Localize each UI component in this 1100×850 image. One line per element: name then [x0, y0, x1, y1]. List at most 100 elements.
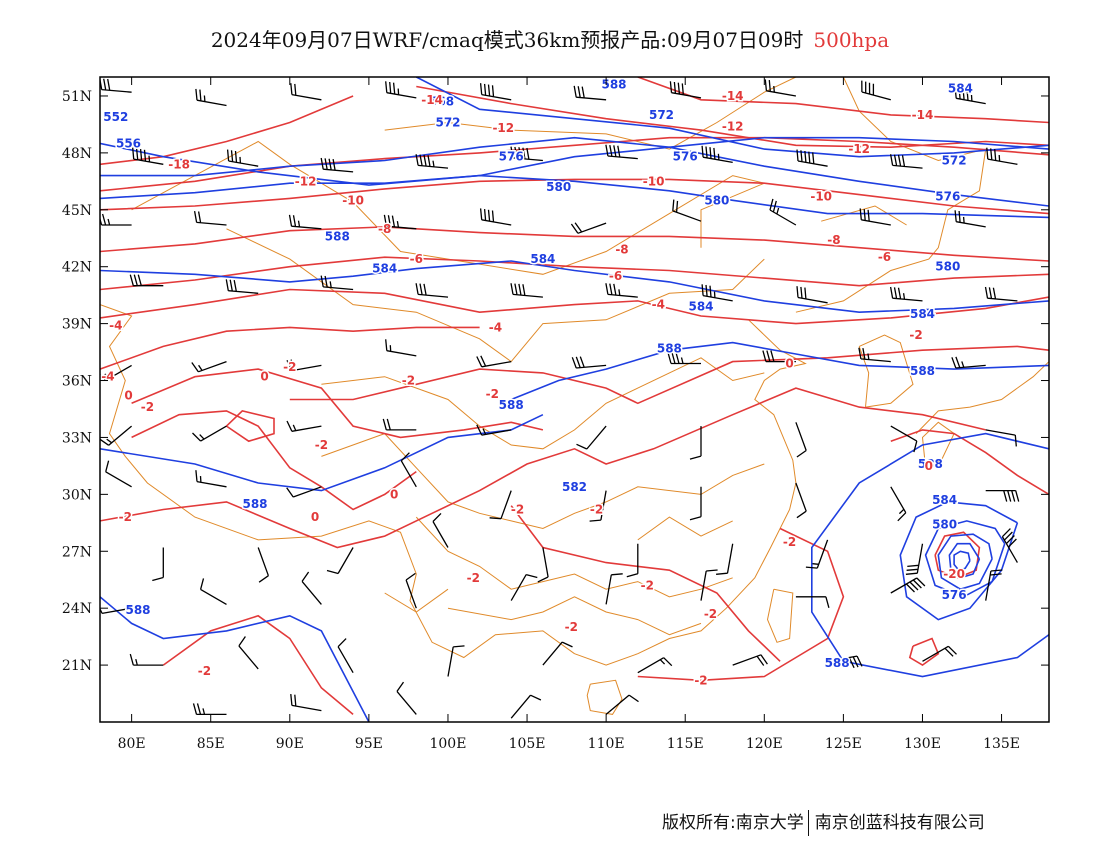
wind-barb — [510, 694, 542, 719]
height-contour-label: 580 — [546, 180, 571, 194]
temperature-contour-label: -4 — [652, 298, 665, 312]
wind-barb — [890, 577, 926, 594]
height-contour-label: 556 — [116, 136, 141, 150]
wind-barb — [537, 547, 549, 583]
height-contour-label: 572 — [435, 116, 460, 130]
height-contour — [924, 520, 1006, 598]
height-contour-label: 582 — [562, 480, 587, 494]
wind-barb — [415, 154, 449, 169]
wind-barb — [542, 641, 573, 666]
wind-barb — [700, 569, 718, 601]
temperature-contour — [225, 410, 275, 443]
height-contour-label: 584 — [948, 81, 973, 95]
wind-barb — [985, 569, 1003, 601]
wind-barb — [732, 654, 768, 666]
height-contour-label: 588 — [825, 656, 850, 670]
title-main: 2024年09月07日WRF/cmaq模式36km预报产品:09月07日09时 — [210, 28, 804, 52]
temperature-contour-label: -2 — [141, 400, 154, 414]
wind-barb — [405, 572, 417, 609]
temperature-contour-label: -8 — [615, 243, 628, 257]
wind-barb — [129, 653, 164, 666]
height-contours — [100, 77, 1049, 722]
lon-tick-label: 120E — [746, 736, 783, 752]
temperature-contour — [100, 256, 1049, 291]
temperature-contour-label: -14 — [722, 89, 744, 103]
temperature-contour-label: 0 — [260, 370, 268, 384]
copyright-left: 版权所有:南京大学 — [662, 813, 804, 833]
border-line — [384, 588, 449, 613]
temperature-contour-label: -12 — [722, 119, 744, 133]
height-contour-label: 588 — [910, 364, 935, 378]
lon-tick-label: 130E — [904, 736, 941, 752]
axes: 51N 48N 45N 42N 39N 36N 33N 30N 27N 24N 21N 80E 85E 9… — [62, 77, 1049, 752]
wind-barb — [383, 214, 417, 230]
wind-barb — [889, 154, 923, 169]
wind-barb — [385, 339, 417, 357]
wind-barb — [716, 543, 734, 575]
wind-barb — [193, 210, 227, 226]
temperature-contour — [100, 178, 1049, 215]
temperature-contour-label: -12 — [295, 174, 317, 188]
lon-tick-label: 90E — [276, 736, 304, 752]
temperature-contour-label: -2 — [704, 607, 717, 621]
wind-barb — [301, 571, 322, 605]
temperature-contour — [100, 226, 1049, 262]
wind-barb — [100, 425, 133, 446]
lon-tick-label: 85E — [197, 736, 225, 752]
temperature-contour-label: 0 — [785, 357, 793, 371]
wind-barb — [320, 157, 354, 173]
temperature-contour-label: -2 — [565, 620, 578, 634]
wind-barb — [922, 645, 957, 662]
wind-barb — [605, 694, 639, 715]
temperature-contour-label: -14 — [421, 93, 443, 107]
height-contour — [510, 341, 1049, 401]
height-contour-label: 584 — [932, 493, 957, 507]
wind-barb — [605, 283, 638, 298]
wind-barb — [796, 149, 828, 167]
lat-tick-label: 21N — [62, 658, 92, 674]
lon-tick-label: 100E — [429, 736, 466, 752]
lat-tick-label: 45N — [62, 203, 92, 219]
wind-barb — [476, 424, 512, 436]
contour-labels: 552 556 568 588 572 572 576 576 580 580 584 572 576 5… — [100, 77, 974, 689]
temperature-contour — [131, 410, 417, 511]
temperature-contour-label: -2 — [486, 387, 499, 401]
border-line — [858, 334, 914, 408]
temperature-contour-label: -2 — [467, 571, 480, 585]
height-contour-label: 584 — [530, 252, 555, 266]
wind-barb — [573, 85, 607, 101]
wind-barb — [985, 489, 1020, 502]
temperature-contour-label: -2 — [315, 438, 328, 452]
wind-barb — [795, 482, 807, 519]
wind-barb — [769, 198, 797, 226]
wind-barb — [226, 149, 259, 167]
wind-barb — [986, 147, 1018, 165]
lon-tick-label: 115E — [667, 736, 704, 752]
height-contour — [937, 533, 993, 591]
height-contour-label: 588 — [125, 603, 150, 617]
wind-barb — [286, 486, 322, 498]
wind-barb — [667, 352, 701, 365]
height-contour — [948, 542, 981, 579]
wind-barb — [510, 573, 538, 601]
height-contour-label: 580 — [932, 518, 957, 532]
border-line — [821, 205, 907, 226]
wind-barb — [396, 681, 417, 715]
wind-barb — [152, 547, 164, 582]
temperature-contour — [890, 429, 1049, 496]
temperature-contour — [100, 95, 354, 166]
wind-barb — [129, 274, 164, 287]
wind-barb — [570, 222, 607, 234]
wind-barb — [861, 80, 891, 101]
height-contour-label: 580 — [935, 260, 960, 274]
border-line — [637, 516, 733, 541]
wind-barb — [954, 210, 986, 228]
wind-barb — [105, 460, 132, 488]
wind-barb — [571, 356, 607, 369]
lat-tick-label: 30N — [62, 487, 92, 503]
border-line — [415, 516, 733, 598]
temperature-contour-label: -4 — [101, 370, 114, 384]
height-contour-label: 572 — [942, 154, 967, 168]
wind-barb — [382, 418, 417, 431]
wind-barb — [984, 286, 1018, 302]
